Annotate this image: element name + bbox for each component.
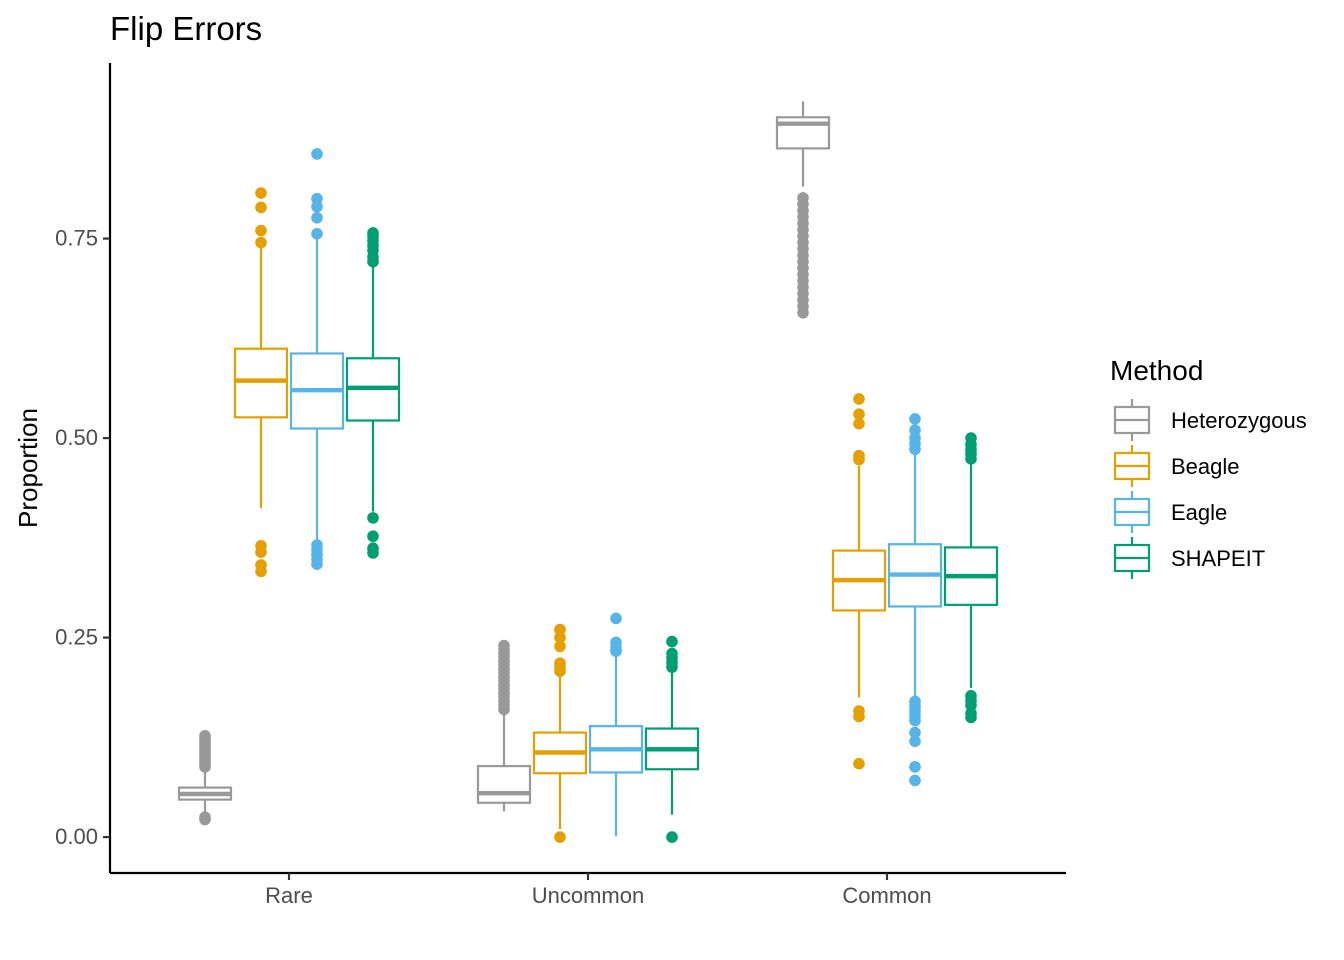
y-tick-label: 0.50 bbox=[55, 425, 98, 450]
legend-label: SHAPEIT bbox=[1171, 546, 1265, 571]
outlier-point bbox=[199, 729, 211, 742]
legend-item-heterozygous: Heterozygous bbox=[1113, 399, 1307, 441]
outlier-point bbox=[666, 647, 678, 660]
outlier-point bbox=[909, 761, 921, 773]
chart-title: Flip Errors bbox=[110, 10, 262, 47]
outlier-point bbox=[909, 424, 921, 436]
outlier-point bbox=[311, 200, 323, 213]
outlier-point bbox=[666, 831, 678, 843]
outlier-point bbox=[311, 148, 323, 160]
box-shapeit-uncommon bbox=[644, 635, 700, 843]
outlier-point bbox=[311, 192, 323, 205]
outlier-point bbox=[554, 657, 566, 669]
y-tick-label: 0.25 bbox=[55, 625, 98, 650]
y-axis-title: Proportion bbox=[13, 408, 43, 528]
outlier-point bbox=[909, 774, 921, 787]
legend-title: Method bbox=[1110, 355, 1203, 386]
box-iqr bbox=[233, 347, 289, 419]
legend: Method Heterozygous Beagle Eagle SHAPEIT bbox=[1110, 355, 1307, 579]
box-heterozygous-uncommon bbox=[476, 639, 532, 812]
box-heterozygous-common bbox=[775, 101, 831, 319]
outlier-point bbox=[554, 631, 566, 644]
outlier-point bbox=[554, 623, 566, 636]
outlier-point bbox=[255, 540, 267, 552]
box-eagle-uncommon bbox=[588, 612, 644, 837]
box-beagle-common bbox=[831, 393, 887, 770]
outlier-point bbox=[965, 707, 977, 720]
outlier-point bbox=[311, 539, 323, 551]
box-beagle-uncommon bbox=[532, 623, 588, 843]
outlier-point bbox=[797, 192, 809, 204]
outlier-point bbox=[255, 224, 267, 237]
outlier-point bbox=[909, 726, 921, 739]
outlier-point bbox=[367, 530, 379, 543]
outlier-point bbox=[311, 212, 323, 224]
outlier-point bbox=[498, 639, 510, 652]
x-tick-label: Rare bbox=[265, 883, 313, 908]
outlier-point bbox=[853, 393, 865, 405]
outlier-point bbox=[610, 636, 622, 649]
outlier-point bbox=[255, 559, 267, 571]
outlier-point bbox=[255, 201, 267, 214]
y-tick-label: 0.00 bbox=[55, 824, 98, 849]
box-beagle-rare bbox=[233, 187, 289, 578]
box-eagle-common bbox=[887, 413, 943, 787]
outlier-point bbox=[853, 757, 865, 770]
outlier-point bbox=[853, 417, 865, 430]
box-shapeit-common bbox=[943, 432, 999, 724]
outlier-point bbox=[255, 187, 267, 199]
outlier-point bbox=[853, 705, 865, 717]
outlier-point bbox=[367, 512, 379, 524]
outlier-point bbox=[909, 413, 921, 425]
legend-item-beagle: Beagle bbox=[1113, 445, 1240, 487]
box-shapeit-rare bbox=[345, 227, 401, 559]
outlier-point bbox=[909, 695, 921, 708]
outlier-point bbox=[255, 236, 267, 249]
outlier-point bbox=[367, 227, 379, 239]
outlier-point bbox=[965, 690, 977, 702]
y-tick-label: 0.75 bbox=[55, 226, 98, 251]
outlier-point bbox=[909, 735, 921, 748]
outlier-point bbox=[666, 635, 678, 648]
legend-label: Eagle bbox=[1171, 500, 1227, 525]
outlier-point bbox=[965, 432, 977, 444]
outlier-point bbox=[853, 408, 865, 420]
legend-item-eagle: Eagle bbox=[1113, 491, 1227, 533]
box-eagle-rare bbox=[289, 148, 345, 570]
x-tick-label: Common bbox=[842, 883, 931, 908]
x-tick-label: Uncommon bbox=[532, 883, 644, 908]
outlier-point bbox=[909, 432, 921, 444]
outlier-point bbox=[311, 227, 323, 240]
legend-label: Heterozygous bbox=[1171, 408, 1307, 433]
axes: 0.00 0.25 0.50 0.75 Rare Uncommon Common bbox=[55, 63, 1066, 908]
outlier-point bbox=[853, 449, 865, 462]
box-heterozygous-rare bbox=[177, 729, 233, 826]
plot-area bbox=[177, 101, 999, 843]
outlier-point bbox=[554, 640, 566, 653]
outlier-point bbox=[199, 811, 211, 823]
legend-label: Beagle bbox=[1171, 454, 1240, 479]
legend-item-shapeit: SHAPEIT bbox=[1113, 537, 1265, 579]
outlier-point bbox=[367, 542, 379, 555]
outlier-point bbox=[610, 612, 622, 625]
outlier-point bbox=[554, 831, 566, 843]
box-iqr bbox=[476, 764, 532, 804]
